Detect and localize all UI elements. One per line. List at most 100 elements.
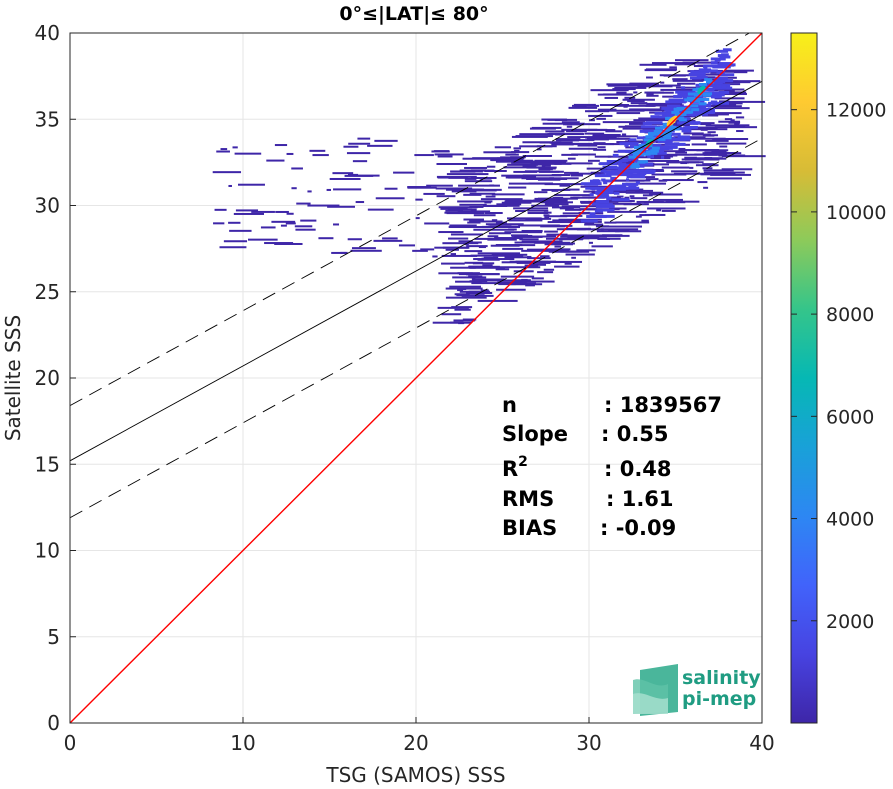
density-cell [609,207,627,210]
density-cell [579,208,603,211]
density-cell [642,129,656,133]
density-cell [572,104,600,107]
density-cell [613,234,630,237]
density-cell [694,153,706,156]
stat-value-0: : 1839567 [604,393,722,417]
density-cell [450,233,483,236]
density-cell [645,121,663,125]
density-cell [446,212,485,215]
density-cell [565,208,582,211]
density-cell [606,83,650,86]
density-cell [710,173,751,176]
density-cell [485,223,524,226]
colorbar [790,32,818,724]
density-cell [455,280,482,283]
density-cell [704,134,715,137]
density-cell [471,282,513,285]
density-cell [698,103,702,107]
density-cell [637,160,646,164]
density-cell [508,186,527,189]
density-cell [591,137,631,140]
density-cell [674,63,696,66]
density-cell [690,70,710,74]
density-cell [712,65,731,69]
density-cell [697,181,708,184]
density-cell [612,153,619,157]
density-cell [609,184,625,188]
density-cell [544,203,569,206]
density-cell [491,159,524,162]
density-cell [639,214,650,217]
density-cell [280,224,287,227]
density-cell [703,171,745,174]
density-cell [657,137,666,141]
density-cell [472,262,495,265]
density-cell [644,213,666,216]
density-cell [437,155,453,158]
density-cell [519,133,552,136]
density-cell [486,165,496,168]
density-cell [472,157,511,160]
density-cell [541,201,573,204]
density-cell [469,220,503,223]
density-cell [698,104,728,107]
density-cell [644,69,677,72]
density-cell [719,55,731,59]
colorbar-tick-label-0: 2000 [826,611,874,633]
density-cell [571,153,596,156]
density-cell [503,166,546,169]
density-cell [722,48,732,52]
density-cell [706,80,715,84]
density-cell [710,57,726,61]
density-cell [721,155,766,158]
density-cell [622,182,628,186]
density-cell [508,219,543,222]
density-cell [645,135,654,139]
density-cell [470,254,498,257]
density-cell [650,157,671,160]
density-cell [469,205,484,208]
density-cell [445,209,463,212]
density-cell [541,164,551,167]
density-cell [367,208,394,211]
density-cell [704,78,713,82]
density-cell [695,113,729,116]
density-cell [615,93,621,96]
density-cell [329,177,361,180]
density-cell [661,209,676,212]
density-cell [639,152,648,156]
density-cell [694,97,703,101]
density-cell [619,173,638,177]
salinity-pi-mep-logo: salinity pi-mep [633,664,761,716]
density-cell [510,156,526,159]
density-cell [291,187,297,190]
density-cell [507,163,538,166]
density-cell [554,265,580,268]
density-cell [605,237,621,240]
stat-sup-2: 2 [518,454,528,470]
density-cell [664,128,673,132]
density-cell [602,234,621,237]
density-cell [513,280,555,283]
density-cell [493,254,524,257]
density-cell [702,93,711,97]
density-cell [560,250,583,253]
density-cell [606,172,613,176]
density-cell [525,284,535,287]
density-cell [628,185,637,189]
density-cell [639,171,655,175]
density-cell [609,187,627,191]
density-cell [357,137,371,140]
density-cell [636,200,664,203]
density-cell [719,100,730,103]
density-cell [627,100,645,103]
density-cell [450,321,464,324]
density-cell [585,110,610,113]
density-cell [638,143,647,147]
density-cell [554,194,591,197]
density-cell [592,133,621,136]
density-cell [712,103,737,106]
density-cell [618,135,639,138]
density-cell [635,215,642,218]
